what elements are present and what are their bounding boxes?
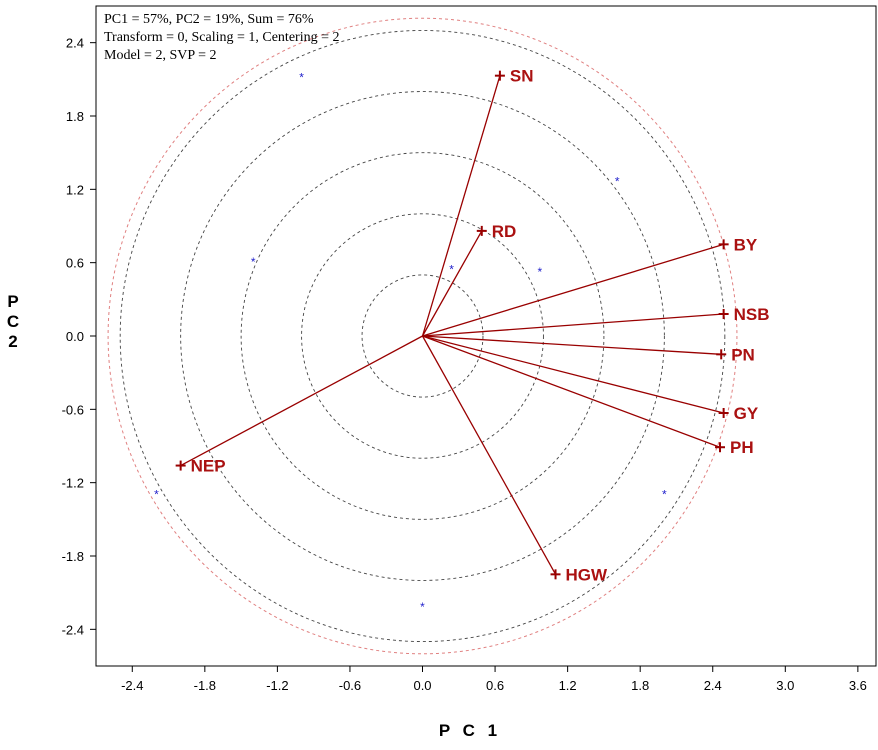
data-point: * xyxy=(615,175,620,189)
data-point: * xyxy=(449,263,454,277)
vector-label: BY xyxy=(734,235,758,254)
vector-label: RD xyxy=(492,222,517,241)
y-axis-title-char: C xyxy=(6,312,20,331)
vector-line xyxy=(421,230,483,337)
vector-label: PN xyxy=(731,345,755,364)
x-tick-label: 1.8 xyxy=(631,678,649,693)
header-line-1: PC1 = 57%, PC2 = 19%, Sum = 76% xyxy=(104,12,314,27)
header-line-3: Model = 2, SVP = 2 xyxy=(104,48,217,63)
plot-frame xyxy=(95,5,877,667)
y-tick-label: 1.8 xyxy=(66,109,84,124)
vector-label: NEP xyxy=(191,457,226,476)
header-line-2: Transform = 0, Scaling = 1, Centering = … xyxy=(104,30,340,45)
vector-line xyxy=(422,243,724,337)
x-tick-label: 3.6 xyxy=(849,678,867,693)
y-tick-label: 1.2 xyxy=(66,182,84,197)
x-tick-label: -0.6 xyxy=(339,678,361,693)
y-tick-label: -1.2 xyxy=(62,476,84,491)
x-axis-title: P C 1 xyxy=(438,721,502,740)
vector-line xyxy=(421,335,557,575)
concentric-circle xyxy=(240,152,605,520)
data-point: * xyxy=(662,487,667,501)
data-point: * xyxy=(299,71,304,85)
vector-label: HGW xyxy=(566,565,609,584)
y-tick-label: 0.6 xyxy=(66,256,84,271)
vector-line xyxy=(422,335,724,414)
data-point: * xyxy=(251,255,256,269)
x-tick-label: -2.4 xyxy=(121,678,143,693)
concentric-circle xyxy=(180,91,665,581)
y-axis-title: P C 2 xyxy=(2,292,24,352)
vector-line xyxy=(422,313,724,337)
concentric-circle xyxy=(361,274,484,398)
y-tick-label: -0.6 xyxy=(62,402,84,417)
vector-label: SN xyxy=(510,67,534,86)
x-tick-label: -1.8 xyxy=(194,678,216,693)
y-axis-title-char: P xyxy=(7,292,19,311)
x-tick-label: 0.0 xyxy=(413,678,431,693)
y-tick-label: -2.4 xyxy=(62,622,84,637)
x-tick-label: 2.4 xyxy=(704,678,722,693)
vector-line xyxy=(180,335,423,467)
y-tick-label: 0.0 xyxy=(66,329,84,344)
vector-label: GY xyxy=(734,404,759,423)
y-axis-title-char: 2 xyxy=(8,332,18,351)
data-point: * xyxy=(420,600,425,614)
vector-line xyxy=(421,75,501,337)
vector-label: NSB xyxy=(734,305,770,324)
x-tick-label: 1.2 xyxy=(559,678,577,693)
concentric-circle xyxy=(301,213,544,459)
y-tick-label: -1.8 xyxy=(62,549,84,564)
outer-circle xyxy=(107,17,738,655)
x-tick-label: -1.2 xyxy=(266,678,288,693)
x-tick-label: 0.6 xyxy=(486,678,504,693)
y-tick-label: 2.4 xyxy=(66,36,84,51)
vector-line xyxy=(422,335,721,448)
data-point: * xyxy=(154,487,159,501)
concentric-circle xyxy=(119,29,726,643)
vector-label: PH xyxy=(730,438,754,457)
data-point: * xyxy=(537,265,542,279)
vector-line xyxy=(422,335,722,355)
x-tick-label: 3.0 xyxy=(776,678,794,693)
